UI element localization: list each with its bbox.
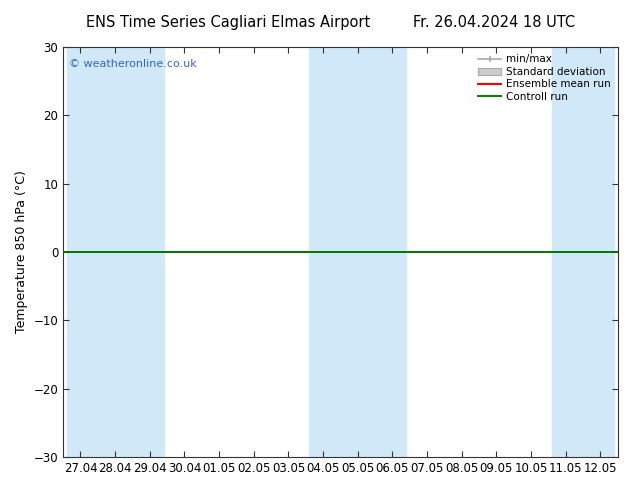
Text: © weatheronline.co.uk: © weatheronline.co.uk bbox=[68, 59, 197, 69]
Bar bbox=[552, 47, 614, 457]
Text: ENS Time Series Cagliari Elmas Airport: ENS Time Series Cagliari Elmas Airport bbox=[86, 15, 370, 30]
Legend: min/max, Standard deviation, Ensemble mean run, Controll run: min/max, Standard deviation, Ensemble me… bbox=[476, 52, 612, 104]
Text: Fr. 26.04.2024 18 UTC: Fr. 26.04.2024 18 UTC bbox=[413, 15, 576, 30]
Y-axis label: Temperature 850 hPa (°C): Temperature 850 hPa (°C) bbox=[15, 171, 28, 334]
Bar bbox=[67, 47, 164, 457]
Bar bbox=[309, 47, 406, 457]
